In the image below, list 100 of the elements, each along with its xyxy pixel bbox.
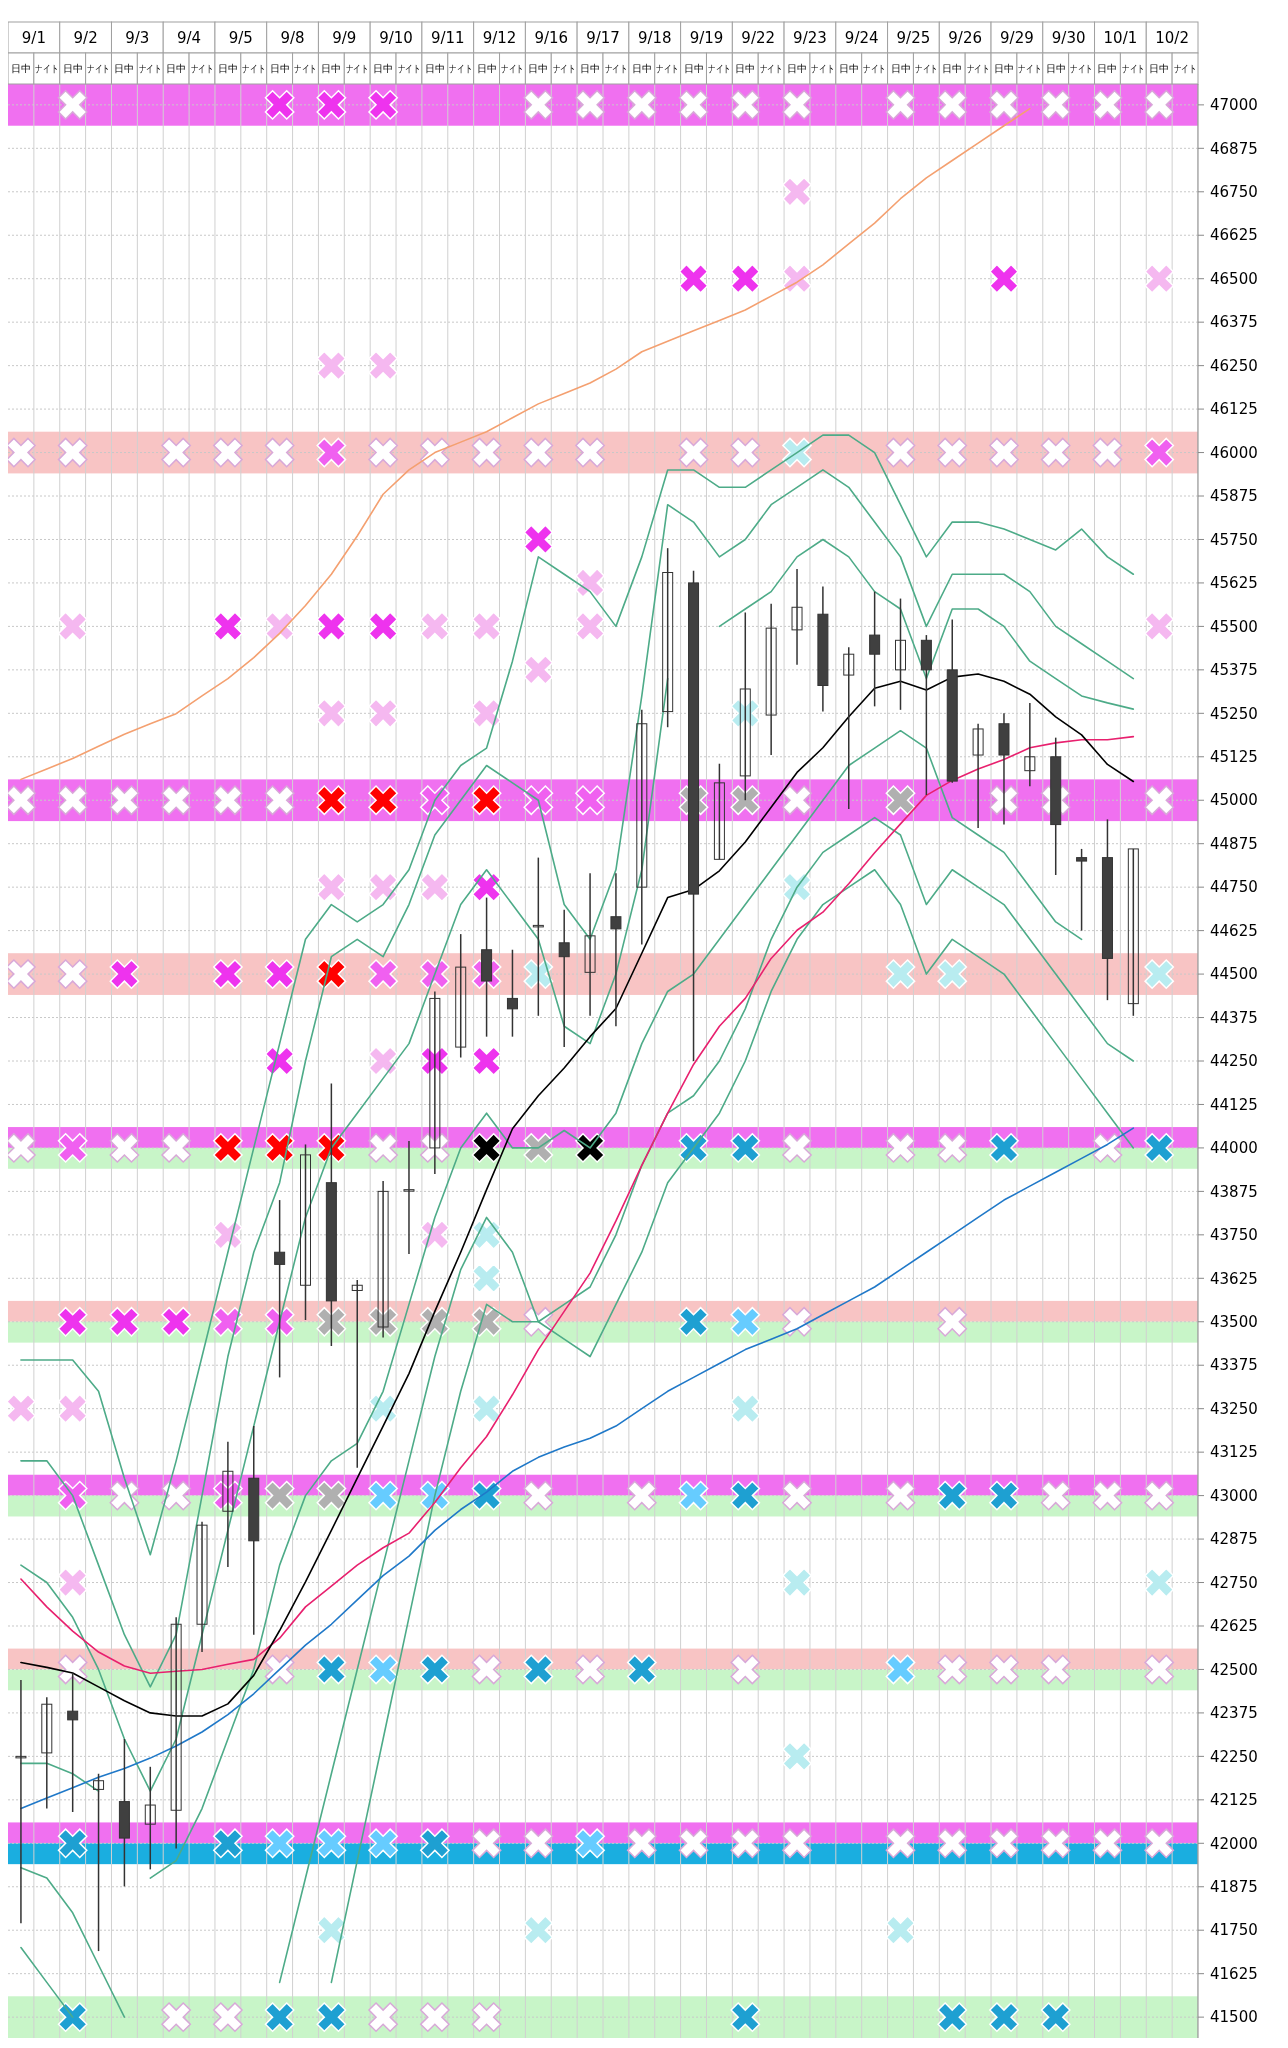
- point: [316, 2002, 347, 2033]
- point: [213, 2002, 243, 2033]
- point: [419, 1828, 450, 1859]
- point: [1040, 1828, 1071, 1859]
- point: [937, 1133, 968, 1163]
- y-tick-label: 41625: [1210, 1964, 1258, 1983]
- y-tick-label: 46750: [1210, 183, 1258, 202]
- x-tick-label: 日中: [1045, 63, 1066, 74]
- x-tick-label: 日中: [217, 63, 238, 74]
- point: [523, 1915, 554, 1946]
- point: [575, 785, 605, 816]
- point: [57, 2002, 88, 2033]
- point: [782, 1567, 812, 1598]
- point: [678, 1480, 709, 1511]
- text: 9/18: [637, 28, 672, 47]
- point: [782, 89, 812, 120]
- point: [626, 89, 657, 120]
- point: [782, 1133, 812, 1163]
- point: [368, 1133, 398, 1163]
- point: [523, 524, 554, 555]
- text: 9/23: [793, 28, 827, 47]
- text: 9/29: [1000, 28, 1034, 47]
- candlestick: [429, 990, 441, 1175]
- point: [730, 1306, 761, 1337]
- text: 9/4: [177, 28, 202, 47]
- x-tick-label: 日中: [10, 63, 31, 74]
- point: [419, 611, 450, 642]
- x-tick-label: 日中: [62, 63, 83, 74]
- point: [57, 1828, 88, 1859]
- y-tick-label: 43750: [1210, 1226, 1258, 1245]
- candlestick: [403, 1140, 415, 1255]
- candlestick: [196, 1520, 208, 1653]
- point: [523, 1133, 554, 1163]
- y-tick-label: 45750: [1210, 530, 1258, 549]
- y-tick-label: 41750: [1210, 1921, 1258, 1940]
- point: [419, 1654, 450, 1685]
- y-tick-label: 42625: [1210, 1617, 1258, 1636]
- point: [678, 437, 709, 468]
- x-tick-label: 日中: [735, 63, 756, 74]
- point: [316, 1306, 347, 1337]
- point: [782, 785, 812, 816]
- candlestick: [144, 1766, 156, 1871]
- point: [264, 1828, 295, 1859]
- point: [471, 1219, 502, 1250]
- point: [264, 611, 295, 642]
- x-tick-label: 日中: [1149, 63, 1170, 74]
- y-tick-label: 45125: [1210, 748, 1258, 767]
- x-tick-label: 日中: [942, 63, 963, 74]
- x-tick-label: 日中: [476, 63, 497, 74]
- point: [213, 785, 243, 816]
- point: [523, 1654, 554, 1685]
- point: [316, 1915, 347, 1946]
- point: [213, 1133, 243, 1163]
- point: [264, 1480, 295, 1511]
- point: [57, 785, 88, 816]
- point: [1144, 1567, 1175, 1598]
- point: [316, 1480, 347, 1511]
- point: [161, 1480, 192, 1511]
- point: [575, 611, 605, 642]
- point: [1144, 263, 1175, 294]
- text: 9/8: [280, 28, 305, 47]
- point: [885, 437, 916, 468]
- y-tick-label: 41875: [1210, 1878, 1258, 1897]
- point: [937, 437, 968, 468]
- y-tick-label: 43375: [1210, 1356, 1258, 1375]
- point: [368, 959, 398, 989]
- point: [57, 89, 88, 120]
- y-tick-label: 44625: [1210, 921, 1258, 940]
- text: 9/30: [1051, 28, 1086, 47]
- point: [523, 785, 554, 816]
- y-tick-label: 42750: [1210, 1573, 1258, 1592]
- candlestick: [558, 909, 570, 1048]
- point: [523, 654, 554, 685]
- candlestick: [791, 568, 803, 666]
- point: [1144, 1654, 1175, 1685]
- point: [782, 1741, 812, 1772]
- point: [885, 1915, 916, 1946]
- point: [316, 959, 347, 989]
- y-tick-label: 45000: [1210, 791, 1258, 810]
- point: [213, 1828, 243, 1859]
- point: [730, 1133, 761, 1163]
- point: [316, 1654, 347, 1685]
- point: [782, 1306, 812, 1337]
- y-tick-label: 45875: [1210, 487, 1258, 506]
- x-tick-label: 日中: [890, 63, 911, 74]
- point: [730, 1828, 761, 1859]
- point: [109, 1133, 140, 1163]
- y-tick-label: 42125: [1210, 1791, 1258, 1810]
- point: [1092, 89, 1123, 120]
- point: [730, 89, 761, 120]
- point: [471, 785, 502, 816]
- point: [57, 1306, 88, 1337]
- point: [316, 1828, 347, 1859]
- point: [368, 1480, 398, 1511]
- point: [368, 350, 398, 381]
- point: [264, 1046, 295, 1076]
- candlestick: [455, 933, 467, 1059]
- point: [316, 350, 347, 381]
- text: 10/1: [1103, 28, 1138, 47]
- point: [316, 698, 347, 729]
